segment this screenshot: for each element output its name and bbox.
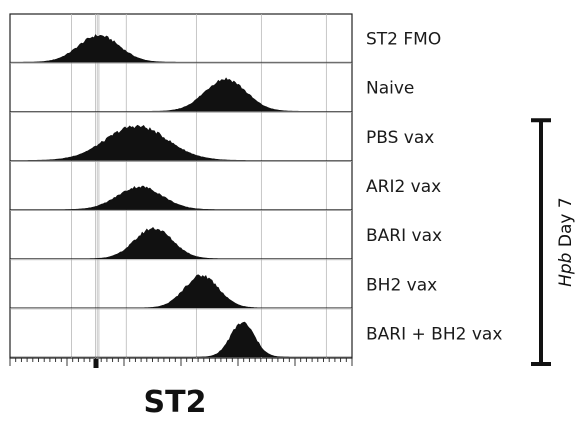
x-zero-tick (93, 359, 99, 368)
plot-area (9, 13, 353, 368)
histogram-ari2-vax (9, 185, 353, 210)
hpb-day7-bracket: Hpb Day 7 (531, 118, 576, 366)
row-labels: ST2 FMO Naive PBS vax ARI2 vax BARI vax BH2 v… (366, 30, 502, 345)
row-label: ST2 FMO (366, 30, 441, 50)
histogram-bari-vax (9, 227, 353, 260)
row-label: PBS vax (366, 128, 434, 148)
row-label: BH2 vax (366, 275, 437, 295)
row-label: Naive (366, 79, 414, 99)
row-label: BARI vax (366, 226, 442, 246)
histogram-naive (9, 77, 353, 112)
bracket-label: Hpb Day 7 (556, 197, 576, 287)
row-label: ARI2 vax (366, 177, 441, 197)
histogram-st2-fmo (9, 34, 353, 63)
histogram-pbs-vax (9, 124, 353, 161)
row-label: BARI + BH2 vax (366, 324, 502, 344)
x-axis-title: ST2 (144, 385, 207, 420)
histogram-bh2-vax (9, 274, 353, 309)
histogram-bari-bh2-vax (10, 321, 352, 358)
